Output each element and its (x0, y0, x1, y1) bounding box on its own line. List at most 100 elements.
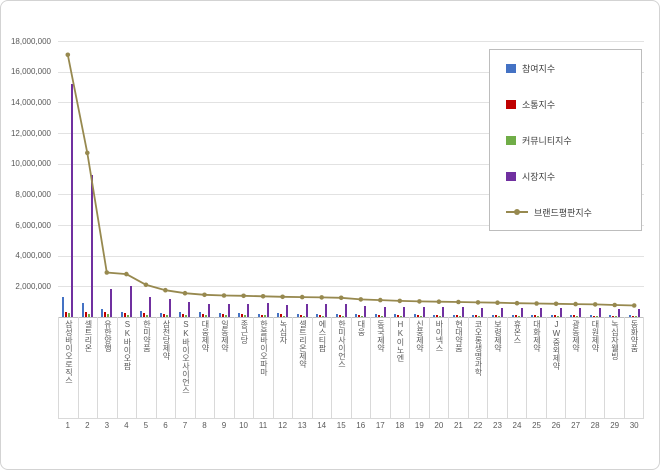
category-label-cell: 광동제약 (565, 317, 585, 418)
bar-시장지수 (266, 303, 269, 317)
category-rank: 24 (512, 421, 522, 430)
gridline (58, 163, 644, 165)
bar-커뮤니티지수 (439, 315, 442, 317)
bar-소통지수 (123, 313, 126, 317)
bar-커뮤니티지수 (556, 316, 559, 317)
bar-시장지수 (383, 306, 386, 317)
category-label: 바이넥스 (434, 320, 444, 352)
category-label: 대원제약 (590, 320, 600, 352)
y-tick-label: 8,000,000 (15, 189, 51, 199)
category-label: 동국제약 (376, 320, 386, 352)
category-rank: 12 (278, 421, 288, 430)
y-tick-label: 6,000,000 (15, 220, 51, 230)
line-marker (65, 52, 71, 58)
bar-시장지수 (540, 308, 543, 317)
bar-소통지수 (631, 315, 634, 317)
category-label-cell: 대원제약 (584, 317, 605, 418)
bar-커뮤니티지수 (478, 316, 481, 317)
category-rank: 9 (221, 421, 227, 430)
bar-참여지수 (394, 314, 397, 317)
bar-참여지수 (531, 314, 534, 317)
bar-소통지수 (534, 315, 537, 317)
legend-item: 시장지수 (506, 170, 641, 183)
category-rank: 13 (297, 421, 307, 430)
line-marker (124, 271, 129, 277)
line-marker (456, 299, 461, 305)
line-marker (514, 300, 520, 306)
bar-시장지수 (344, 303, 347, 317)
bar-커뮤니티지수 (400, 315, 403, 317)
gridline (58, 133, 644, 134)
category-label: 삼천당제약 (161, 320, 171, 360)
category-rank: 16 (356, 421, 366, 430)
category-label: 일동제약 (220, 320, 230, 352)
bar-커뮤니티지수 (458, 315, 461, 317)
line-marker (436, 299, 442, 305)
bar-소통지수 (84, 311, 87, 317)
y-tick-label: 4,000,000 (15, 251, 51, 261)
category-label-cell: 대웅 (350, 317, 371, 418)
bar-소통지수 (475, 315, 478, 317)
bar-참여지수 (374, 313, 377, 317)
bar-시장지수 (71, 83, 74, 317)
y-tick-label: 16,000,000 (10, 67, 51, 77)
category-label-cell: 대화제약 (526, 317, 546, 418)
bar-소통지수 (416, 315, 419, 317)
line-marker (221, 293, 227, 298)
category-label-cell: 일동제약 (214, 317, 234, 418)
category-label: 유한양행 (103, 320, 113, 352)
gridline (58, 102, 644, 104)
line-marker (319, 295, 325, 300)
category-label: SK바이오사이언스 (181, 320, 191, 394)
gridline (58, 194, 644, 196)
category-label-cell: 유한양행 (97, 317, 117, 418)
bar-참여지수 (570, 315, 573, 317)
category-label: 현대약품 (454, 320, 464, 352)
bar-참여지수 (238, 313, 241, 317)
category-label: 한올바이오파마 (259, 320, 269, 376)
category-rank: 4 (124, 421, 129, 430)
bar-커뮤니티지수 (107, 313, 110, 317)
line-marker (475, 300, 481, 305)
bar-참여지수 (296, 313, 299, 317)
legend-label: 커뮤니티지수 (522, 135, 572, 146)
category-rank: 20 (434, 421, 444, 430)
category-label: 코오롱생명과학 (473, 320, 483, 376)
line-marker (104, 270, 110, 275)
bar-커뮤니티지수 (283, 315, 286, 317)
bar-커뮤니티지수 (263, 315, 266, 317)
bar-소통지수 (104, 311, 107, 317)
category-rank: 21 (453, 421, 463, 430)
bar-소통지수 (319, 314, 322, 317)
bar-참여지수 (218, 313, 221, 317)
bar-커뮤니티지수 (146, 314, 149, 317)
line-marker (280, 294, 285, 300)
category-label-cell: 신풍제약 (409, 317, 429, 418)
category-rank: 17 (375, 421, 385, 430)
category-rank: 7 (182, 421, 188, 430)
bar-시장지수 (442, 307, 445, 317)
category-label-cell: 코오롱생명과학 (467, 317, 488, 418)
legend-color-swatch (506, 99, 516, 109)
category-label-cell: 삼성바이오로직스 (58, 317, 78, 418)
bar-시장지수 (618, 309, 621, 317)
line-marker (534, 301, 539, 306)
category-rank: 29 (610, 421, 620, 430)
bar-시장지수 (110, 288, 113, 317)
bar-소통지수 (358, 314, 361, 317)
category-label: HK이노엔 (395, 320, 405, 362)
bar-참여지수 (81, 303, 84, 317)
category-rank: 25 (532, 421, 541, 430)
legend-label: 참여지수 (522, 63, 556, 74)
legend-label: 소통지수 (522, 99, 556, 110)
bar-참여지수 (511, 314, 514, 317)
bar-참여지수 (355, 314, 358, 317)
line-marker (202, 292, 207, 298)
bar-커뮤니티지수 (380, 315, 383, 317)
bar-커뮤니티지수 (576, 316, 579, 317)
category-label-cell: 현대약품 (448, 317, 468, 418)
line-marker (338, 295, 344, 301)
bar-참여지수 (335, 314, 338, 317)
category-label-cell: 셀트리온 (77, 317, 98, 418)
